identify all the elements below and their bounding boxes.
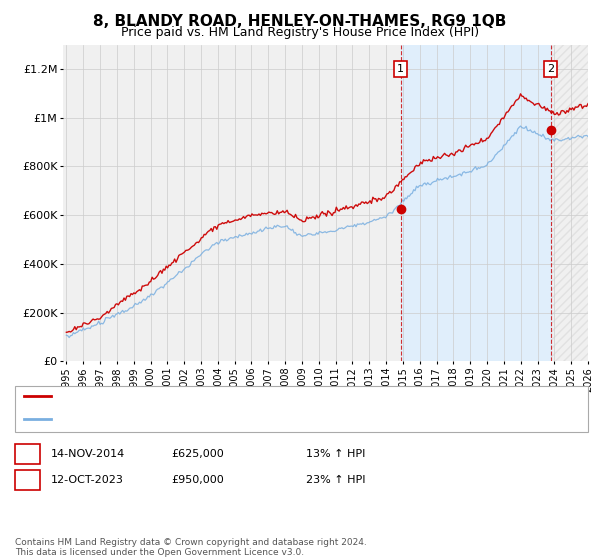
Text: 12-OCT-2023: 12-OCT-2023 [51,475,124,485]
Text: 8, BLANDY ROAD, HENLEY-ON-THAMES, RG9 1QB (detached house): 8, BLANDY ROAD, HENLEY-ON-THAMES, RG9 1Q… [56,391,404,402]
Text: £950,000: £950,000 [171,475,224,485]
Text: £625,000: £625,000 [171,449,224,459]
Bar [551,45,588,361]
Text: 1: 1 [24,449,31,459]
Bar [551,45,588,361]
Text: HPI: Average price, detached house, South Oxfordshire: HPI: Average price, detached house, Sout… [56,414,343,424]
Text: 13% ↑ HPI: 13% ↑ HPI [306,449,365,459]
Bar [401,45,551,361]
Text: 2: 2 [547,64,554,74]
Text: 2: 2 [24,475,31,485]
Text: 1: 1 [397,64,404,74]
Text: 8, BLANDY ROAD, HENLEY-ON-THAMES, RG9 1QB: 8, BLANDY ROAD, HENLEY-ON-THAMES, RG9 1Q… [94,14,506,29]
Text: Price paid vs. HM Land Registry's House Price Index (HPI): Price paid vs. HM Land Registry's House … [121,26,479,39]
Text: 14-NOV-2014: 14-NOV-2014 [51,449,125,459]
Text: 23% ↑ HPI: 23% ↑ HPI [306,475,365,485]
Text: Contains HM Land Registry data © Crown copyright and database right 2024.
This d: Contains HM Land Registry data © Crown c… [15,538,367,557]
